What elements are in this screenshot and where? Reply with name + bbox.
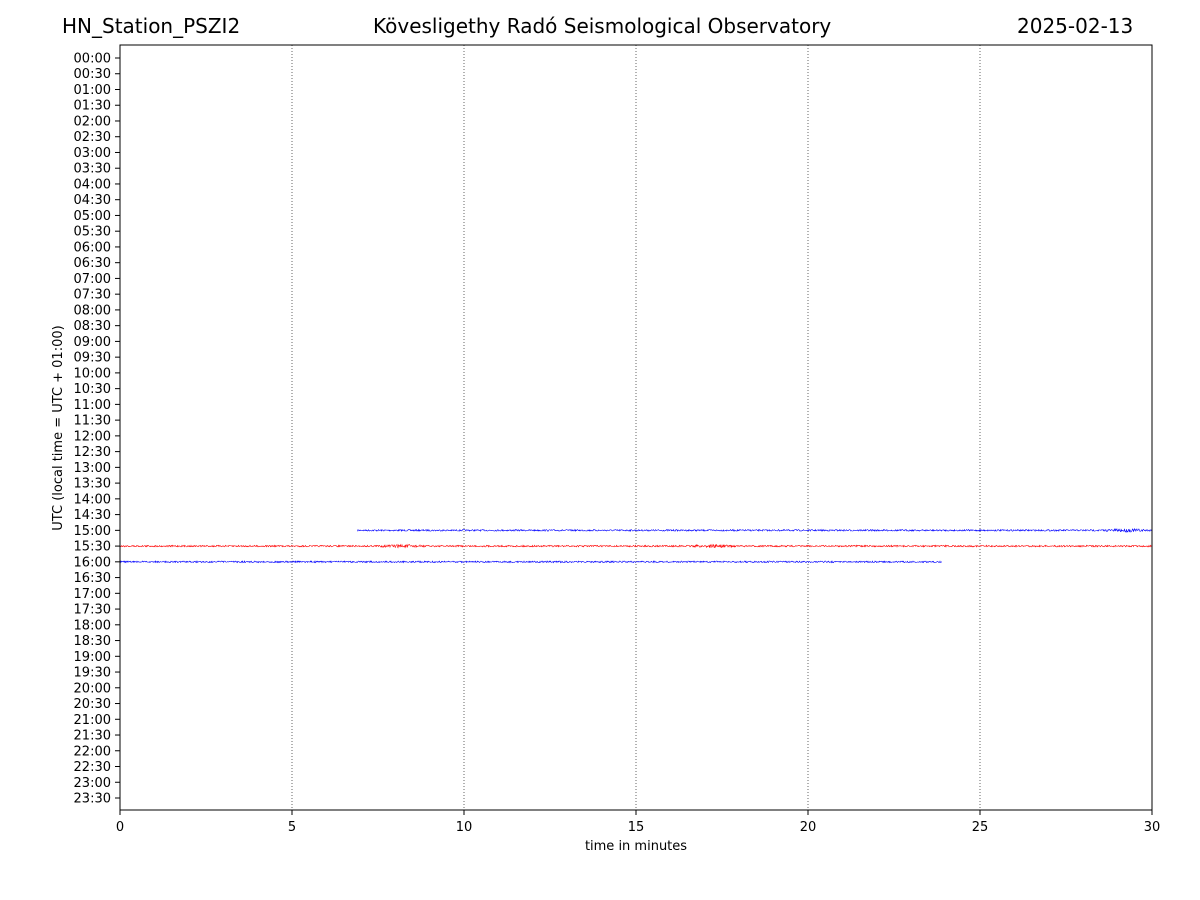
y-tick-label: 03:30 — [74, 162, 111, 177]
y-tick-label: 04:30 — [74, 193, 111, 208]
y-tick-label: 06:00 — [74, 240, 111, 255]
y-tick-label: 09:00 — [74, 335, 111, 350]
y-tick-label: 12:00 — [74, 429, 111, 444]
y-tick-label: 19:30 — [74, 666, 111, 681]
y-tick-label: 19:00 — [74, 650, 111, 665]
y-tick-label: 15:00 — [74, 524, 111, 539]
y-tick-label: 03:00 — [74, 146, 111, 161]
chart-date: 2025-02-13 — [1017, 14, 1134, 38]
y-tick-label: 08:30 — [74, 319, 111, 334]
y-axis-label: UTC (local time = UTC + 01:00) — [51, 325, 66, 530]
y-tick-label: 15:30 — [74, 540, 111, 555]
trace-1500 — [357, 527, 1153, 534]
y-tick-label: 23:00 — [74, 776, 111, 791]
y-tick-label: 07:30 — [74, 288, 111, 303]
x-tick-label: 30 — [1144, 820, 1161, 835]
y-tick-label: 00:30 — [74, 67, 111, 82]
y-tick-label: 21:00 — [74, 713, 111, 728]
y-tick-label: 21:30 — [74, 729, 111, 744]
y-tick-label: 04:00 — [74, 177, 111, 192]
y-tick-label: 09:30 — [74, 351, 111, 366]
y-tick-label: 22:00 — [74, 744, 111, 759]
x-tick-label: 20 — [800, 820, 817, 835]
y-tick-label: 02:00 — [74, 114, 111, 129]
y-tick-label: 16:30 — [74, 571, 111, 586]
trace-1600 — [119, 560, 943, 564]
station-name: HN_Station_PSZI2 — [62, 14, 241, 38]
y-tick-label: 18:30 — [74, 634, 111, 649]
y-tick-label: 01:00 — [74, 83, 111, 98]
y-tick-label: 13:00 — [74, 461, 111, 476]
y-tick-label: 23:30 — [74, 792, 111, 807]
y-tick-label: 13:30 — [74, 477, 111, 492]
trace-1530 — [119, 543, 1153, 549]
y-tick-label: 17:00 — [74, 587, 111, 602]
y-tick-label: 02:30 — [74, 130, 111, 145]
y-tick-label: 22:30 — [74, 760, 111, 775]
y-tick-label: 11:00 — [74, 398, 111, 413]
y-tick-label: 20:30 — [74, 697, 111, 712]
x-tick-label: 5 — [288, 820, 296, 835]
y-tick-label: 08:00 — [74, 303, 111, 318]
y-tick-label: 16:00 — [74, 555, 111, 570]
y-tick-label: 14:30 — [74, 508, 111, 523]
y-tick-label: 05:30 — [74, 225, 111, 240]
y-tick-label: 01:30 — [74, 99, 111, 114]
x-tick-label: 15 — [628, 820, 645, 835]
x-tick-label: 25 — [972, 820, 989, 835]
y-tick-label: 12:30 — [74, 445, 111, 460]
y-tick-label: 10:00 — [74, 366, 111, 381]
y-tick-label: 14:00 — [74, 492, 111, 507]
y-tick-label: 11:30 — [74, 414, 111, 429]
x-axis-label: time in minutes — [585, 839, 687, 854]
chart-title: Kövesligethy Radó Seismological Observat… — [373, 14, 832, 38]
y-tick-label: 20:00 — [74, 681, 111, 696]
y-tick-label: 18:00 — [74, 618, 111, 633]
y-tick-label: 00:00 — [74, 52, 111, 67]
x-tick-label: 10 — [456, 820, 473, 835]
y-tick-label: 07:00 — [74, 272, 111, 287]
y-tick-label: 10:30 — [74, 382, 111, 397]
y-tick-label: 05:00 — [74, 209, 111, 224]
x-tick-label: 0 — [116, 820, 124, 835]
y-tick-label: 17:30 — [74, 603, 111, 618]
y-tick-label: 06:30 — [74, 256, 111, 271]
